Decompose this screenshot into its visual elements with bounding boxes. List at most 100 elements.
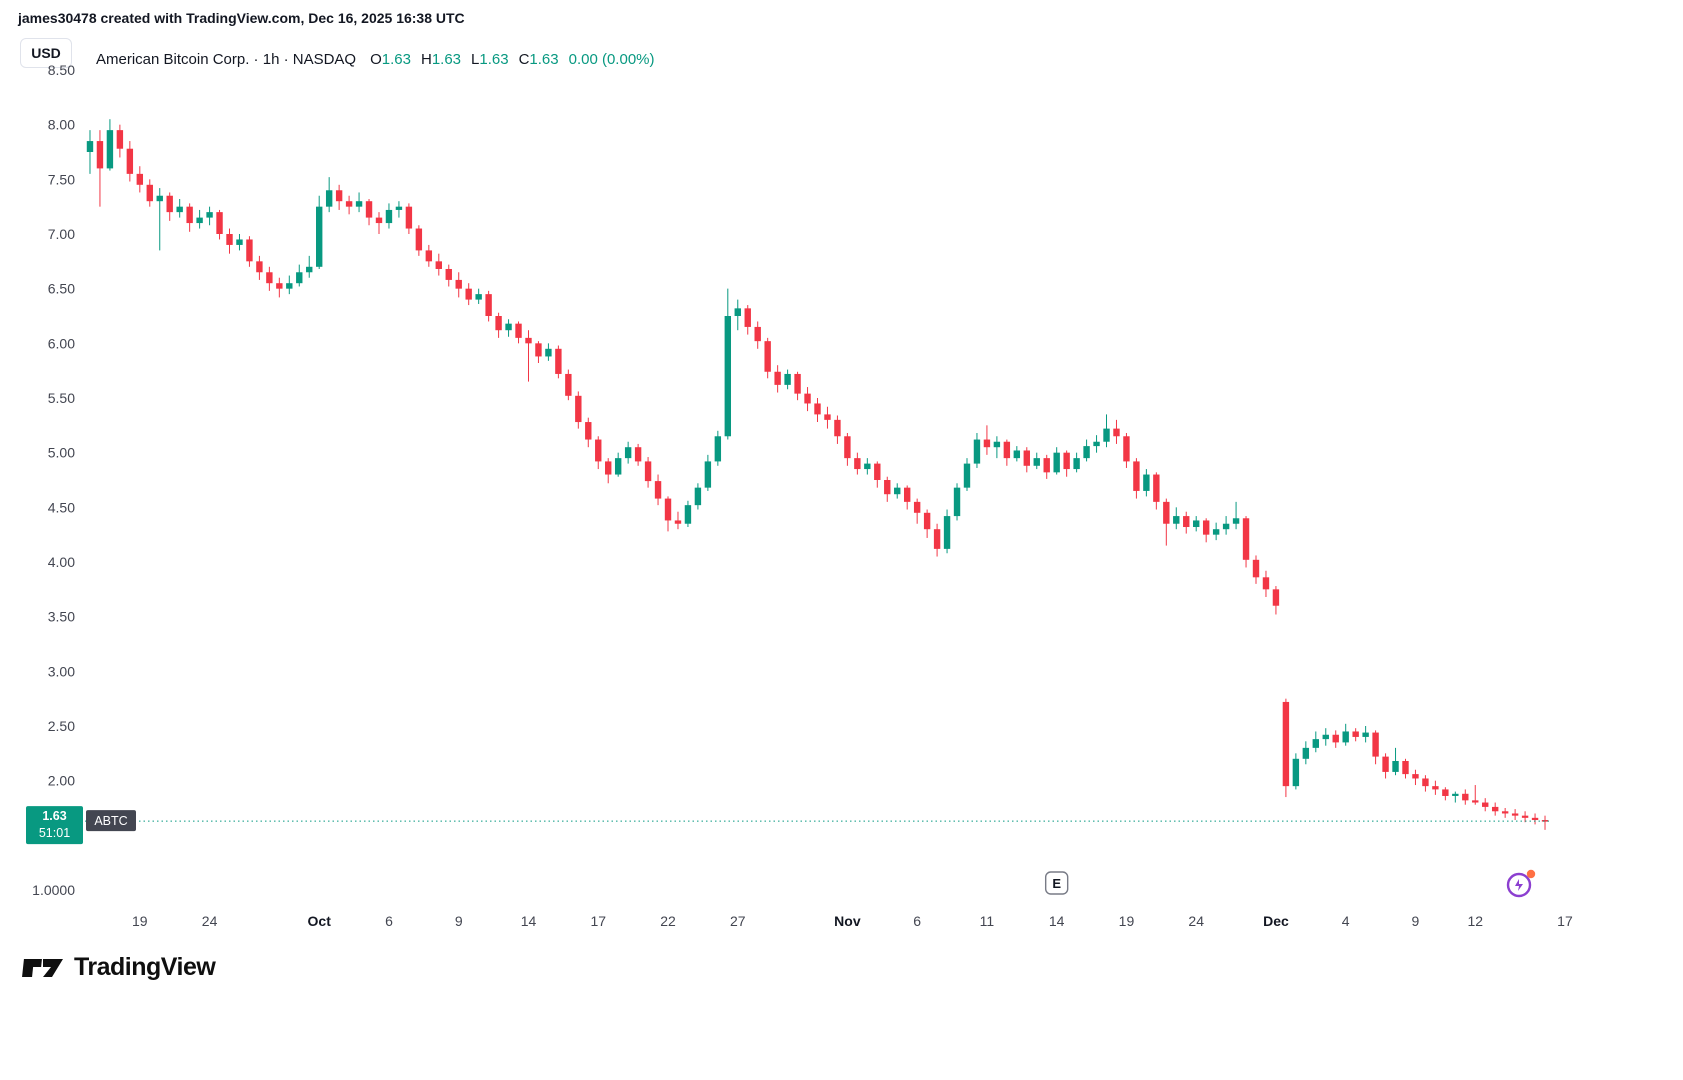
candle-body	[1272, 589, 1280, 606]
candle-body	[834, 419, 841, 437]
candle-body	[256, 261, 263, 273]
time-scale-label: 6	[385, 913, 393, 929]
tradingview-logo[interactable]: TradingView	[22, 952, 216, 982]
candle-body	[306, 266, 313, 273]
ohlc-high: H1.63	[421, 51, 461, 68]
price-badge-value: 1.63	[42, 809, 66, 823]
candle-body	[1153, 474, 1160, 502]
candle-body	[1392, 760, 1399, 772]
high-value: 1.63	[431, 50, 462, 68]
candle-body	[674, 520, 682, 524]
candle-body	[734, 308, 741, 316]
candle-body	[1372, 732, 1379, 757]
notification-dot	[1526, 869, 1536, 879]
price-scale-label: 4.00	[48, 554, 75, 570]
time-scale-label: 17	[590, 913, 606, 929]
candle-body	[1252, 559, 1260, 578]
candle-body	[1332, 734, 1339, 743]
candle-body	[1442, 789, 1449, 796]
candle-body	[774, 371, 781, 385]
open-value: 1.63	[381, 50, 411, 68]
time-scale-label: 17	[1557, 913, 1573, 929]
close-value: 1.63	[529, 50, 559, 68]
candle-body	[216, 212, 223, 234]
candle-body	[654, 481, 662, 499]
candle-body	[963, 463, 971, 488]
candle-body	[614, 458, 622, 475]
candle-body	[1053, 452, 1060, 473]
candle-body	[595, 439, 602, 462]
candle-body	[1282, 701, 1290, 787]
change-value: 0.00 (0.00%)	[568, 50, 655, 68]
price-scale-label: 2.00	[48, 773, 75, 789]
candle-body	[864, 463, 871, 470]
candle-body	[993, 441, 1001, 448]
candle-body	[605, 461, 612, 475]
candle-body	[1412, 774, 1419, 779]
candle-body	[1193, 520, 1200, 528]
candle-body	[1382, 756, 1389, 772]
candle-body	[1302, 747, 1310, 759]
candle-body	[226, 234, 233, 245]
candle-body	[973, 439, 981, 464]
candle-body	[525, 337, 532, 344]
candle-body	[296, 272, 303, 284]
candle-body	[913, 501, 921, 513]
candle-body	[704, 461, 712, 488]
low-label: L	[471, 50, 480, 68]
candle-body	[624, 447, 632, 459]
candle-body	[495, 316, 502, 331]
refresh-spark-icon[interactable]	[1505, 868, 1537, 900]
time-scale-label: 4	[1342, 913, 1350, 929]
bolt-glyph	[1515, 879, 1523, 891]
candle-body	[1402, 760, 1409, 775]
candle-body	[884, 480, 891, 495]
candle-body	[694, 487, 702, 506]
candle-body	[565, 373, 572, 396]
candle-body	[276, 283, 283, 289]
close-label: C	[518, 50, 530, 68]
candle-body	[435, 261, 442, 269]
candle-body	[475, 294, 482, 300]
candle-body	[1083, 446, 1090, 459]
candle-body	[1103, 428, 1110, 442]
candle-body	[555, 348, 562, 374]
candle-body	[814, 403, 821, 415]
candle-body	[395, 206, 403, 210]
attribution-text: james30478 created with TradingView.com,…	[18, 10, 465, 26]
candle-body	[136, 173, 144, 185]
time-scale-label: 27	[730, 913, 746, 929]
time-scale-label: 24	[1188, 913, 1204, 929]
time-scale-label: Oct	[308, 913, 332, 929]
candle-body	[634, 447, 642, 462]
candle-body	[1023, 450, 1030, 466]
price-scale-label: 1.0000	[32, 882, 75, 898]
earnings-marker-label: E	[1052, 876, 1061, 891]
candle-body	[1202, 520, 1210, 535]
candle-body	[545, 348, 552, 357]
symbol-badge	[86, 810, 136, 832]
candle-body	[1472, 800, 1479, 803]
earnings-marker[interactable]	[1044, 871, 1069, 895]
price-badge	[26, 806, 83, 845]
time-scale-label: 14	[521, 913, 537, 929]
candlestick-chart[interactable]: 8.50 8.00 7.50 7.00 6.50 6.00 5.50 5.00 4.50 4.00…	[0, 0, 1683, 945]
candle-body	[784, 373, 791, 385]
candle-body	[196, 217, 203, 224]
time-scale-label: 19	[1119, 913, 1135, 929]
candle-body	[246, 239, 253, 262]
candle-body	[1362, 732, 1369, 737]
price-scale-label: 7.50	[48, 171, 75, 187]
candle-body	[1521, 815, 1529, 818]
candle-body	[585, 422, 592, 440]
candle-body	[1452, 793, 1459, 796]
high-label: H	[420, 50, 432, 68]
candle-body	[1491, 806, 1499, 812]
candle-body	[943, 516, 951, 549]
candle-body	[874, 463, 881, 480]
candle-body	[894, 487, 901, 495]
price-scale-label: 7.00	[48, 226, 75, 242]
candle-body	[854, 458, 861, 470]
currency-button[interactable]: USD	[20, 38, 72, 68]
candle-body	[714, 436, 722, 462]
